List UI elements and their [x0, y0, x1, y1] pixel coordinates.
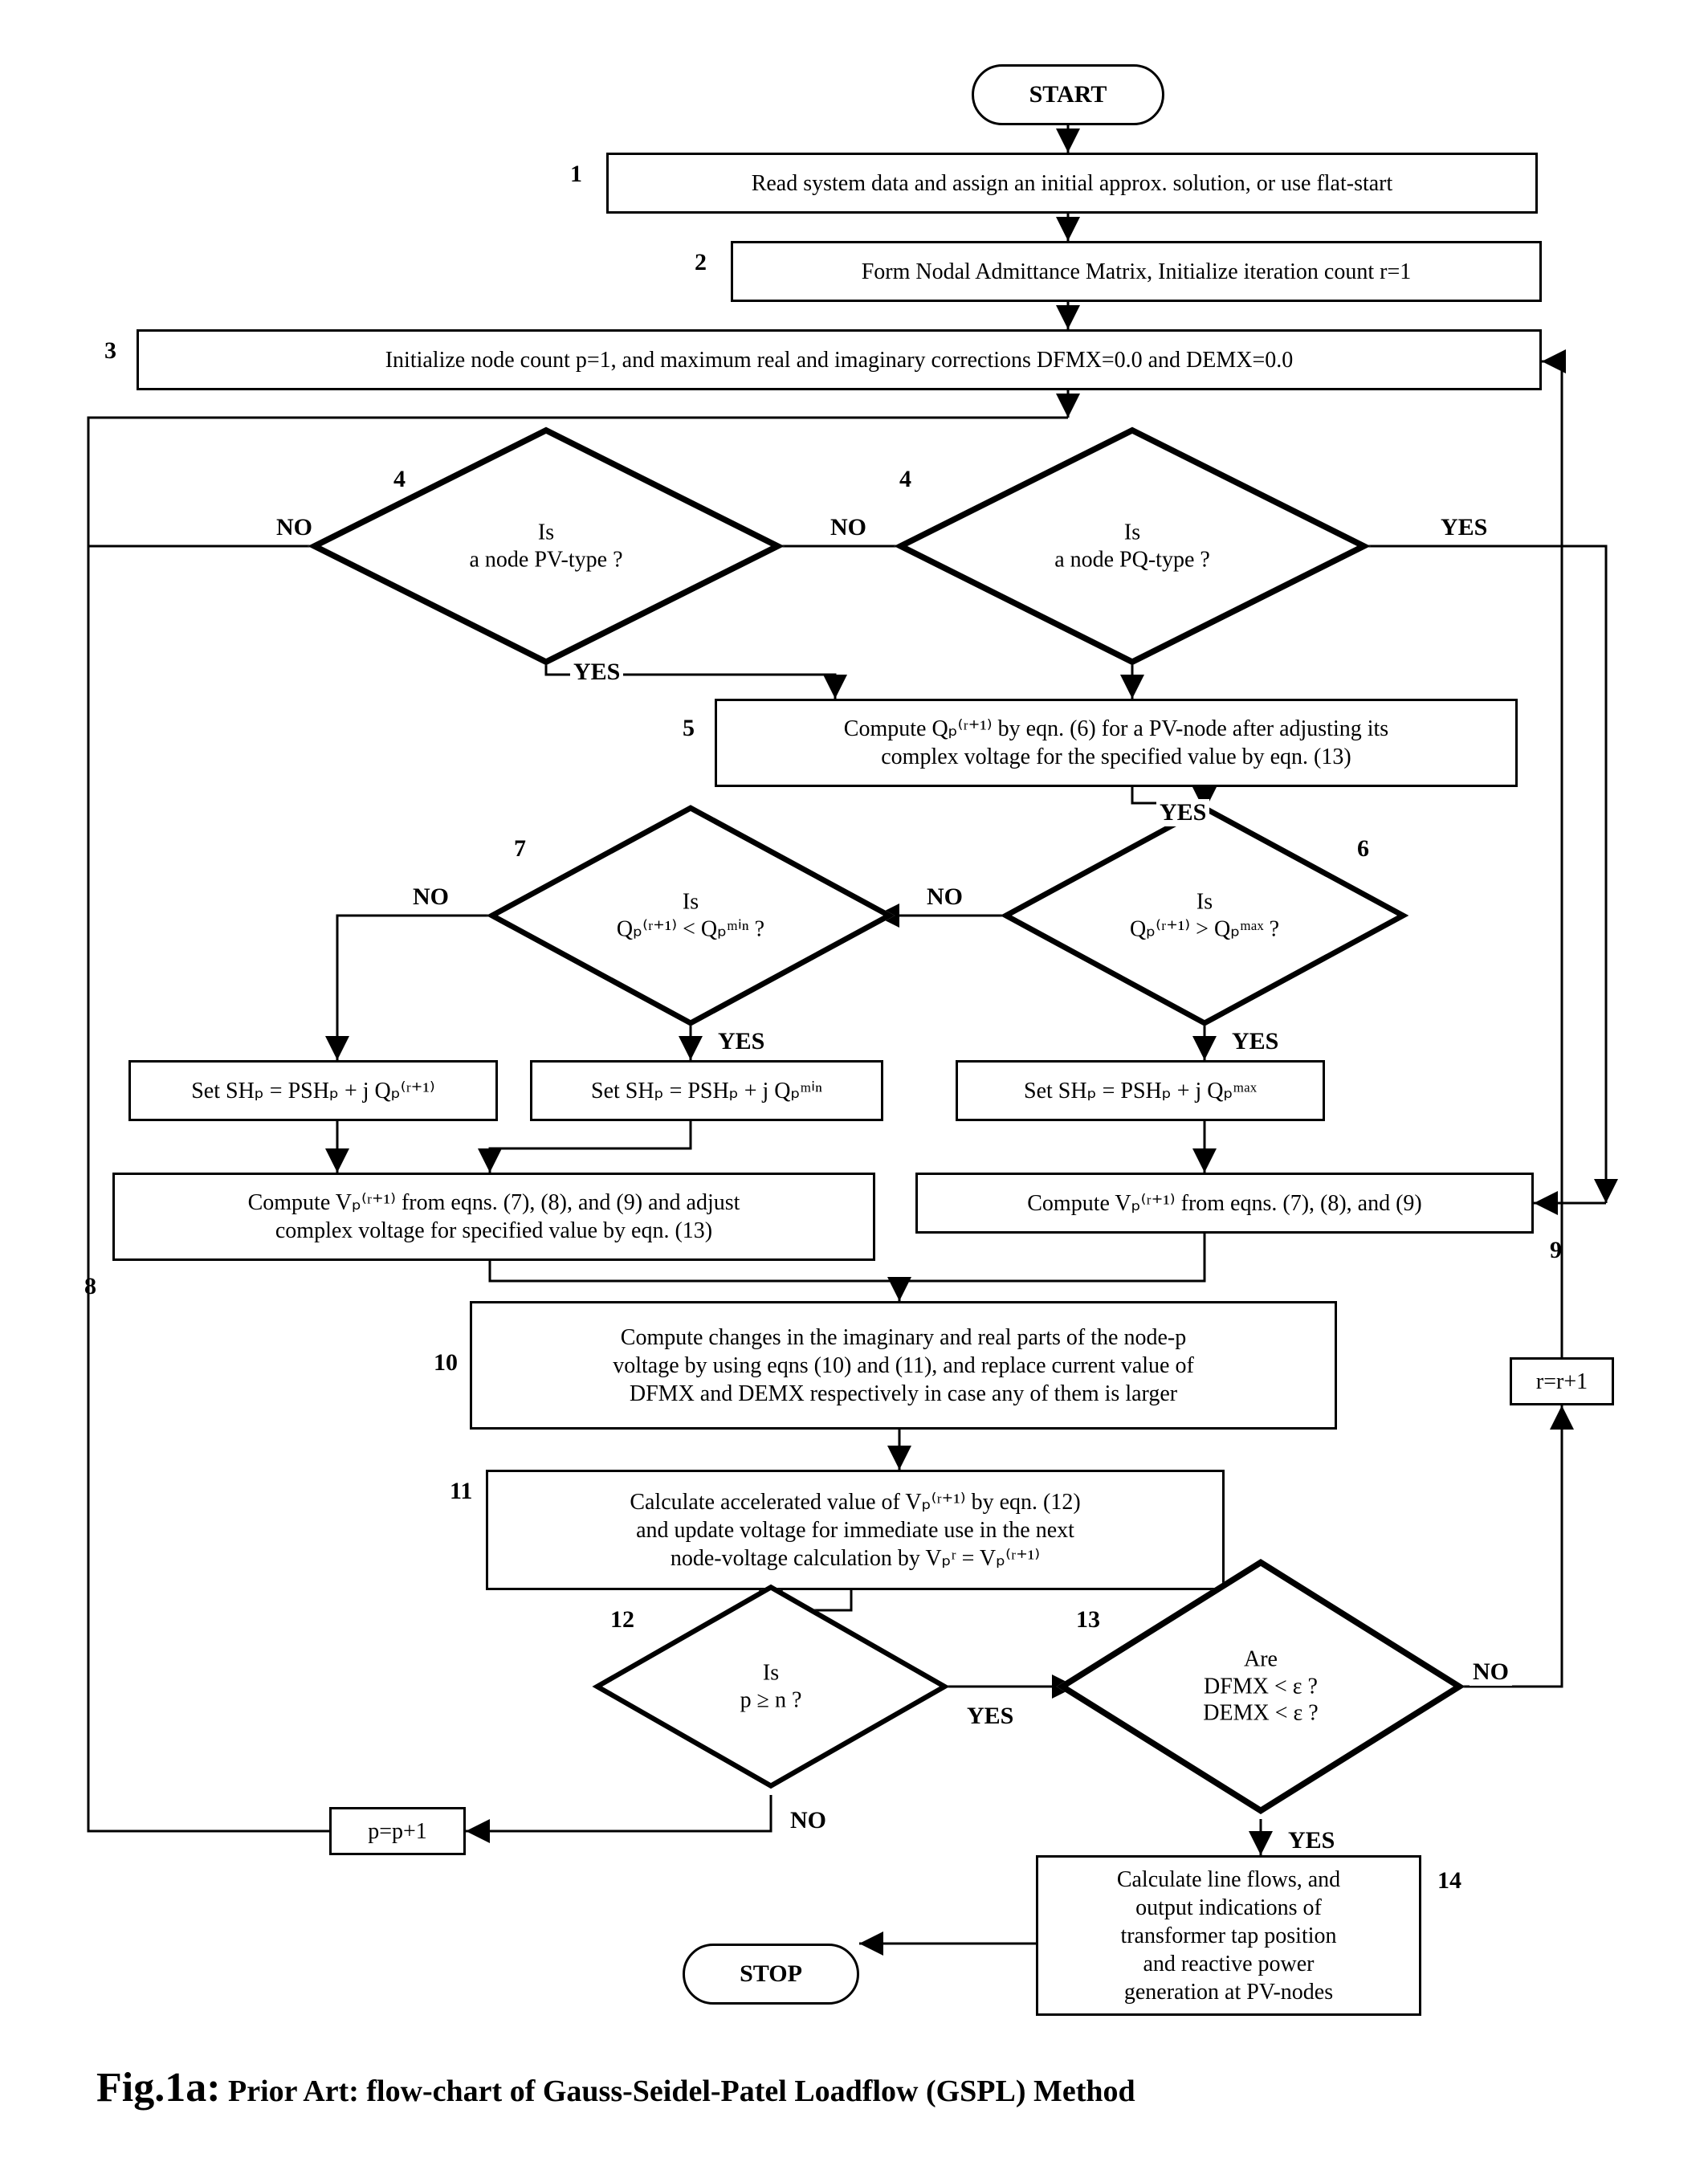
edge-label: NO	[787, 1807, 830, 1834]
edge-label: YES	[570, 659, 623, 686]
stepnum-7: 7	[514, 835, 526, 863]
decision-13-eps: AreDFMX < ε ?DEMX < ε ?	[1068, 1566, 1453, 1807]
step-14-output: Calculate line flows, andoutput indicati…	[1036, 1855, 1421, 2016]
step-1-read-data: Read system data and assign an initial a…	[606, 153, 1538, 214]
increment-r: r=r+1	[1510, 1357, 1614, 1405]
stepnum-1: 1	[570, 161, 582, 188]
stepnum-11: 11	[450, 1478, 472, 1505]
edge-label: YES	[1285, 1827, 1338, 1854]
decision-12-pn: Isp ≥ n ?	[602, 1590, 940, 1783]
stepnum-8: 8	[84, 1273, 96, 1300]
stepnum-2: 2	[695, 249, 707, 276]
flowchart-canvas: START STOP Read system data and assign a…	[32, 32, 1676, 2134]
edge-label: YES	[964, 1703, 1017, 1730]
edge-label: NO	[273, 514, 316, 541]
edge-label: YES	[1156, 799, 1209, 826]
stepnum-4a: 4	[393, 466, 406, 493]
stepnum-9: 9	[1550, 1237, 1562, 1264]
edge-label: NO	[410, 883, 452, 911]
decision-4-pq: Isa node PQ-type ?	[907, 434, 1357, 659]
step-10-changes: Compute changes in the imaginary and rea…	[470, 1301, 1337, 1430]
edge-label: YES	[1229, 1028, 1282, 1055]
stepnum-12: 12	[610, 1606, 634, 1634]
decision-6-qmax: IsQₚ⁽ʳ⁺¹⁾ > Qₚᵐᵃˣ ?	[1012, 811, 1397, 1020]
edge-label: NO	[1470, 1658, 1512, 1686]
step-9-compute-v: Compute Vₚ⁽ʳ⁺¹⁾ from eqns. (7), (8), and…	[915, 1173, 1534, 1234]
stepnum-4b: 4	[899, 466, 911, 493]
set-sh-qmin: Set SHₚ = PSHₚ + j Qₚᵐⁱⁿ	[530, 1060, 883, 1121]
decision-7-qmin: IsQₚ⁽ʳ⁺¹⁾ < Qₚᵐⁱⁿ ?	[498, 811, 883, 1020]
increment-p: p=p+1	[329, 1807, 466, 1855]
stepnum-3: 3	[104, 337, 116, 365]
step-3-init-node: Initialize node count p=1, and maximum r…	[137, 329, 1542, 390]
stop-terminator: STOP	[683, 1944, 859, 2005]
edge-label: YES	[715, 1028, 768, 1055]
step-5-compute-q: Compute Qₚ⁽ʳ⁺¹⁾ by eqn. (6) for a PV-nod…	[715, 699, 1518, 787]
edge-label: NO	[827, 514, 870, 541]
set-sh-qr1: Set SHₚ = PSHₚ + j Qₚ⁽ʳ⁺¹⁾	[128, 1060, 498, 1121]
start-terminator: START	[972, 64, 1164, 125]
stepnum-10: 10	[434, 1349, 458, 1377]
step-2-form-matrix: Form Nodal Admittance Matrix, Initialize…	[731, 241, 1542, 302]
edge-label: YES	[1437, 514, 1490, 541]
set-sh-qmax: Set SHₚ = PSHₚ + j Qₚᵐᵃˣ	[956, 1060, 1325, 1121]
stepnum-13: 13	[1076, 1606, 1100, 1634]
step-8-compute-v-adjust: Compute Vₚ⁽ʳ⁺¹⁾ from eqns. (7), (8), and…	[112, 1173, 875, 1261]
stepnum-14: 14	[1437, 1867, 1461, 1895]
decision-4-pv: Isa node PV-type ?	[321, 434, 771, 659]
stepnum-6: 6	[1357, 835, 1369, 863]
figure-caption: Fig.1a: Prior Art: flow-chart of Gauss-S…	[96, 2064, 1135, 2111]
stepnum-5: 5	[683, 715, 695, 742]
edge-label: NO	[923, 883, 966, 911]
